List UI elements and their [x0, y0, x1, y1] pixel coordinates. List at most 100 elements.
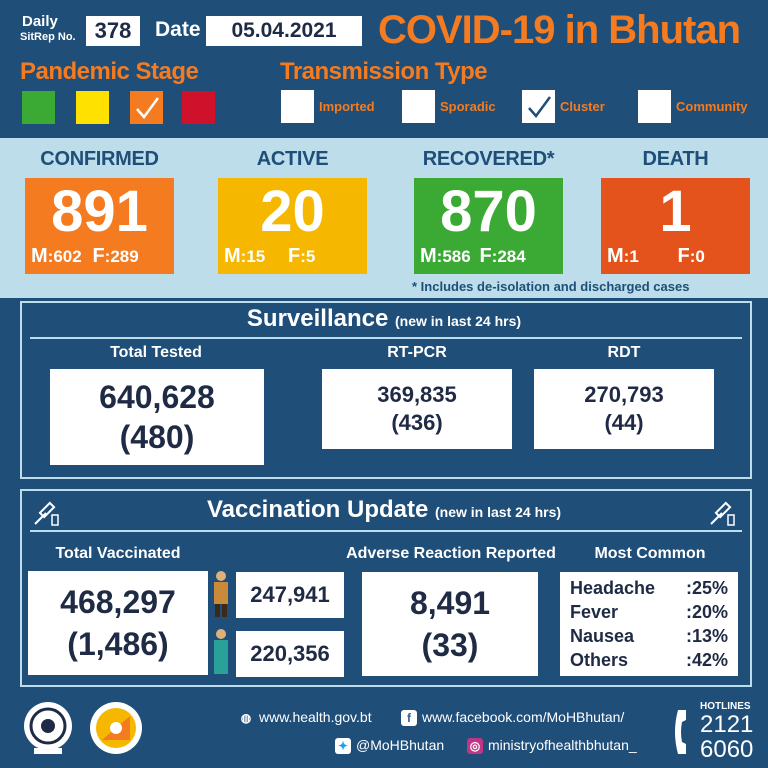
rtpcr-value: 369,835 — [377, 382, 457, 407]
female-count: :284 — [491, 247, 526, 266]
pandemic-stage-title: Pandemic Stage — [20, 58, 199, 85]
hotline-number[interactable]: 6060 — [700, 736, 754, 763]
stage-orange-square — [130, 91, 163, 124]
female-count: :0 — [689, 247, 705, 266]
female-vaccinated-card: 220,356 — [236, 631, 344, 677]
female-label: F — [677, 245, 690, 267]
male-count: :1 — [623, 247, 639, 266]
most-common-label: Most Common — [594, 545, 706, 562]
sitrep-number: 378 — [86, 16, 140, 46]
syringe-icon — [34, 501, 59, 526]
facebook[interactable]: f www.facebook.com/MoHBhutan/ — [401, 709, 625, 727]
adverse-reaction-card: 8,491 (33) — [362, 572, 538, 676]
list-item: Fever :20% — [570, 600, 728, 624]
female-figure-icon — [214, 629, 228, 674]
confirmed-card: 891 M:602 F:289 — [25, 178, 174, 274]
daily-label: Daily — [22, 13, 58, 30]
death-label: DEATH — [642, 148, 709, 170]
adverse-reaction-new: (33) — [421, 627, 479, 663]
total-vaccinated-card: 468,297 (1,486) — [28, 571, 208, 675]
website-url[interactable]: www.health.gov.bt — [259, 709, 372, 725]
female-vaccinated-value: 220,356 — [250, 641, 330, 666]
total-vaccinated-value: 468,297 — [60, 584, 176, 620]
reaction-name: Others — [570, 650, 629, 670]
death-card: 1 M:1 F:0 — [601, 178, 750, 274]
hotline-number[interactable]: 2121 — [700, 711, 754, 738]
report-date: 05.04.2021 — [206, 16, 362, 46]
vaccination-subtitle: (new in last 24 hrs) — [435, 504, 562, 520]
rdt-new: (44) — [604, 410, 644, 435]
female-count: :5 — [300, 247, 316, 266]
reaction-percent: :13% — [685, 626, 728, 646]
twitter-icon: ✦ — [335, 738, 351, 755]
checkmark-icon — [135, 96, 159, 119]
recovered-label: RECOVERED* — [422, 148, 555, 170]
reaction-name: Fever — [570, 602, 619, 622]
total-vaccinated-label: Total Vaccinated — [55, 545, 181, 562]
male-figure-icon — [214, 571, 228, 617]
transmission-community-label: Community — [676, 99, 748, 114]
instagram-icon: ◎ — [467, 738, 483, 755]
death-gender-breakdown: M:1 F:0 — [607, 245, 705, 268]
checkmark-icon — [527, 95, 551, 118]
twitter[interactable]: ✦ @MoHBhutan — [335, 737, 445, 755]
male-label: M — [420, 245, 437, 267]
reaction-percent: :25% — [685, 578, 728, 598]
transmission-community-box — [638, 90, 671, 123]
vaccination-heading: Vaccination Update — [206, 496, 429, 523]
transmission-imported-box — [281, 90, 314, 123]
active-gender-breakdown: M:15 F:5 — [224, 245, 315, 268]
rdt-card: 270,793 (44) — [534, 369, 714, 449]
surveillance-heading: Surveillance — [246, 305, 389, 332]
facebook-url[interactable]: www.facebook.com/MoHBhutan/ — [422, 709, 625, 725]
reaction-percent: :42% — [685, 650, 728, 670]
ministry-emblem-logo — [24, 702, 72, 754]
recovered-gender-breakdown: M:586 F:284 — [420, 245, 526, 268]
total-vaccinated-new: (1,486) — [67, 626, 169, 662]
transmission-sporadic-label: Sporadic — [440, 99, 496, 114]
phone-icon — [675, 710, 686, 754]
transmission-type-title: Transmission Type — [280, 58, 488, 85]
divider — [30, 337, 742, 339]
recovered-card: 870 M:586 F:284 — [414, 178, 563, 274]
rtpcr-new: (436) — [391, 410, 443, 435]
divider — [30, 530, 742, 532]
rtpcr-label: RT-PCR — [387, 344, 447, 361]
active-count: 20 — [260, 179, 325, 244]
transmission-sporadic-box — [402, 90, 435, 123]
male-vaccinated-value: 247,941 — [250, 582, 330, 607]
reaction-name: Nausea — [570, 626, 635, 646]
website[interactable]: ◍ www.health.gov.bt — [238, 709, 372, 726]
sitrep-label: SitRep No. — [20, 31, 76, 43]
adverse-reaction-label: Adverse Reaction Reported — [346, 545, 556, 562]
transmission-cluster-label: Cluster — [560, 99, 605, 114]
facebook-icon: f — [401, 710, 417, 727]
male-label: M — [31, 245, 48, 267]
male-label: M — [607, 245, 624, 267]
surveillance-title: Surveillance (new in last 24 hrs) — [0, 305, 768, 333]
male-label: M — [224, 245, 241, 267]
instagram-handle[interactable]: ministryofhealthbhutan_ — [488, 737, 637, 753]
confirmed-label: CONFIRMED — [40, 148, 159, 170]
female-count: :289 — [104, 247, 139, 266]
rdt-label: RDT — [607, 344, 641, 361]
syringe-icon — [710, 501, 735, 526]
male-count: :602 — [47, 247, 82, 266]
male-count: :586 — [436, 247, 471, 266]
total-tested-value: 640,628 — [99, 379, 215, 415]
reaction-percent: :20% — [685, 602, 728, 622]
recovered-footnote: * Includes de-isolation and discharged c… — [412, 279, 690, 294]
twitter-handle[interactable]: @MoHBhutan — [356, 737, 445, 753]
reaction-name: Headache — [570, 578, 656, 598]
list-item: Headache :25% — [570, 576, 728, 600]
list-item: Others :42% — [570, 648, 728, 672]
page-title: COVID-19 in Bhutan — [378, 8, 741, 52]
female-label: F — [479, 245, 492, 267]
stage-yellow-square — [76, 91, 109, 124]
female-label: F — [92, 245, 105, 267]
rtpcr-card: 369,835 (436) — [322, 369, 512, 449]
death-count: 1 — [659, 179, 692, 244]
male-count: :15 — [240, 247, 266, 266]
instagram[interactable]: ◎ ministryofhealthbhutan_ — [467, 737, 637, 755]
hotlines-label: HOTLINES — [700, 701, 751, 712]
